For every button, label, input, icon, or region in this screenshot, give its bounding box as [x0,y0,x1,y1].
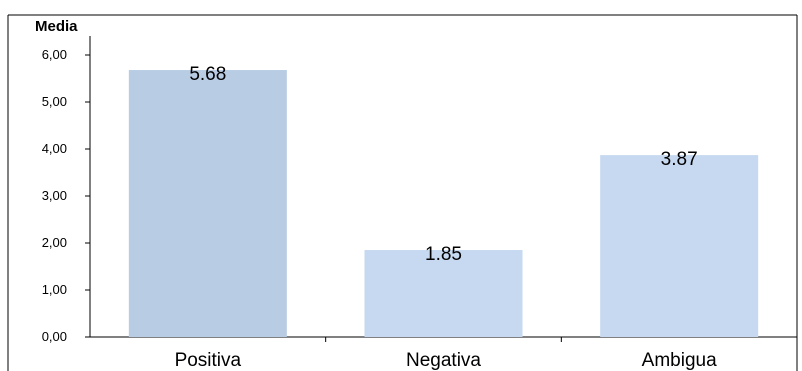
y-tick-label: 6,00 [42,47,67,62]
data-labels: 5.68 1.85 3.87 [189,64,697,265]
y-tick-label: 4,00 [42,141,67,156]
bar-negativa [364,250,523,337]
x-tick-label: Positiva [175,350,242,371]
data-label: 3.87 [661,149,698,170]
data-label: 5.68 [189,64,226,85]
data-label: 1.85 [425,244,462,265]
x-tick-labels: Positiva Negativa Ambigua [175,337,717,371]
x-tick-label: Ambigua [642,350,717,371]
y-tick-label: 5,00 [42,94,67,109]
bar-ambigua [600,155,759,337]
y-ticks: 0,00 1,00 2,00 3,00 4,00 5,00 6,00 [42,47,90,344]
y-tick-label: 2,00 [42,235,67,250]
y-tick-label: 0,00 [42,329,67,344]
y-tick-label: 1,00 [42,282,67,297]
bars [128,70,759,337]
y-tick-label: 3,00 [42,188,67,203]
y-axis-label: Media [35,18,78,35]
x-tick-label: Negativa [406,350,481,371]
bar-positiva [128,70,287,337]
